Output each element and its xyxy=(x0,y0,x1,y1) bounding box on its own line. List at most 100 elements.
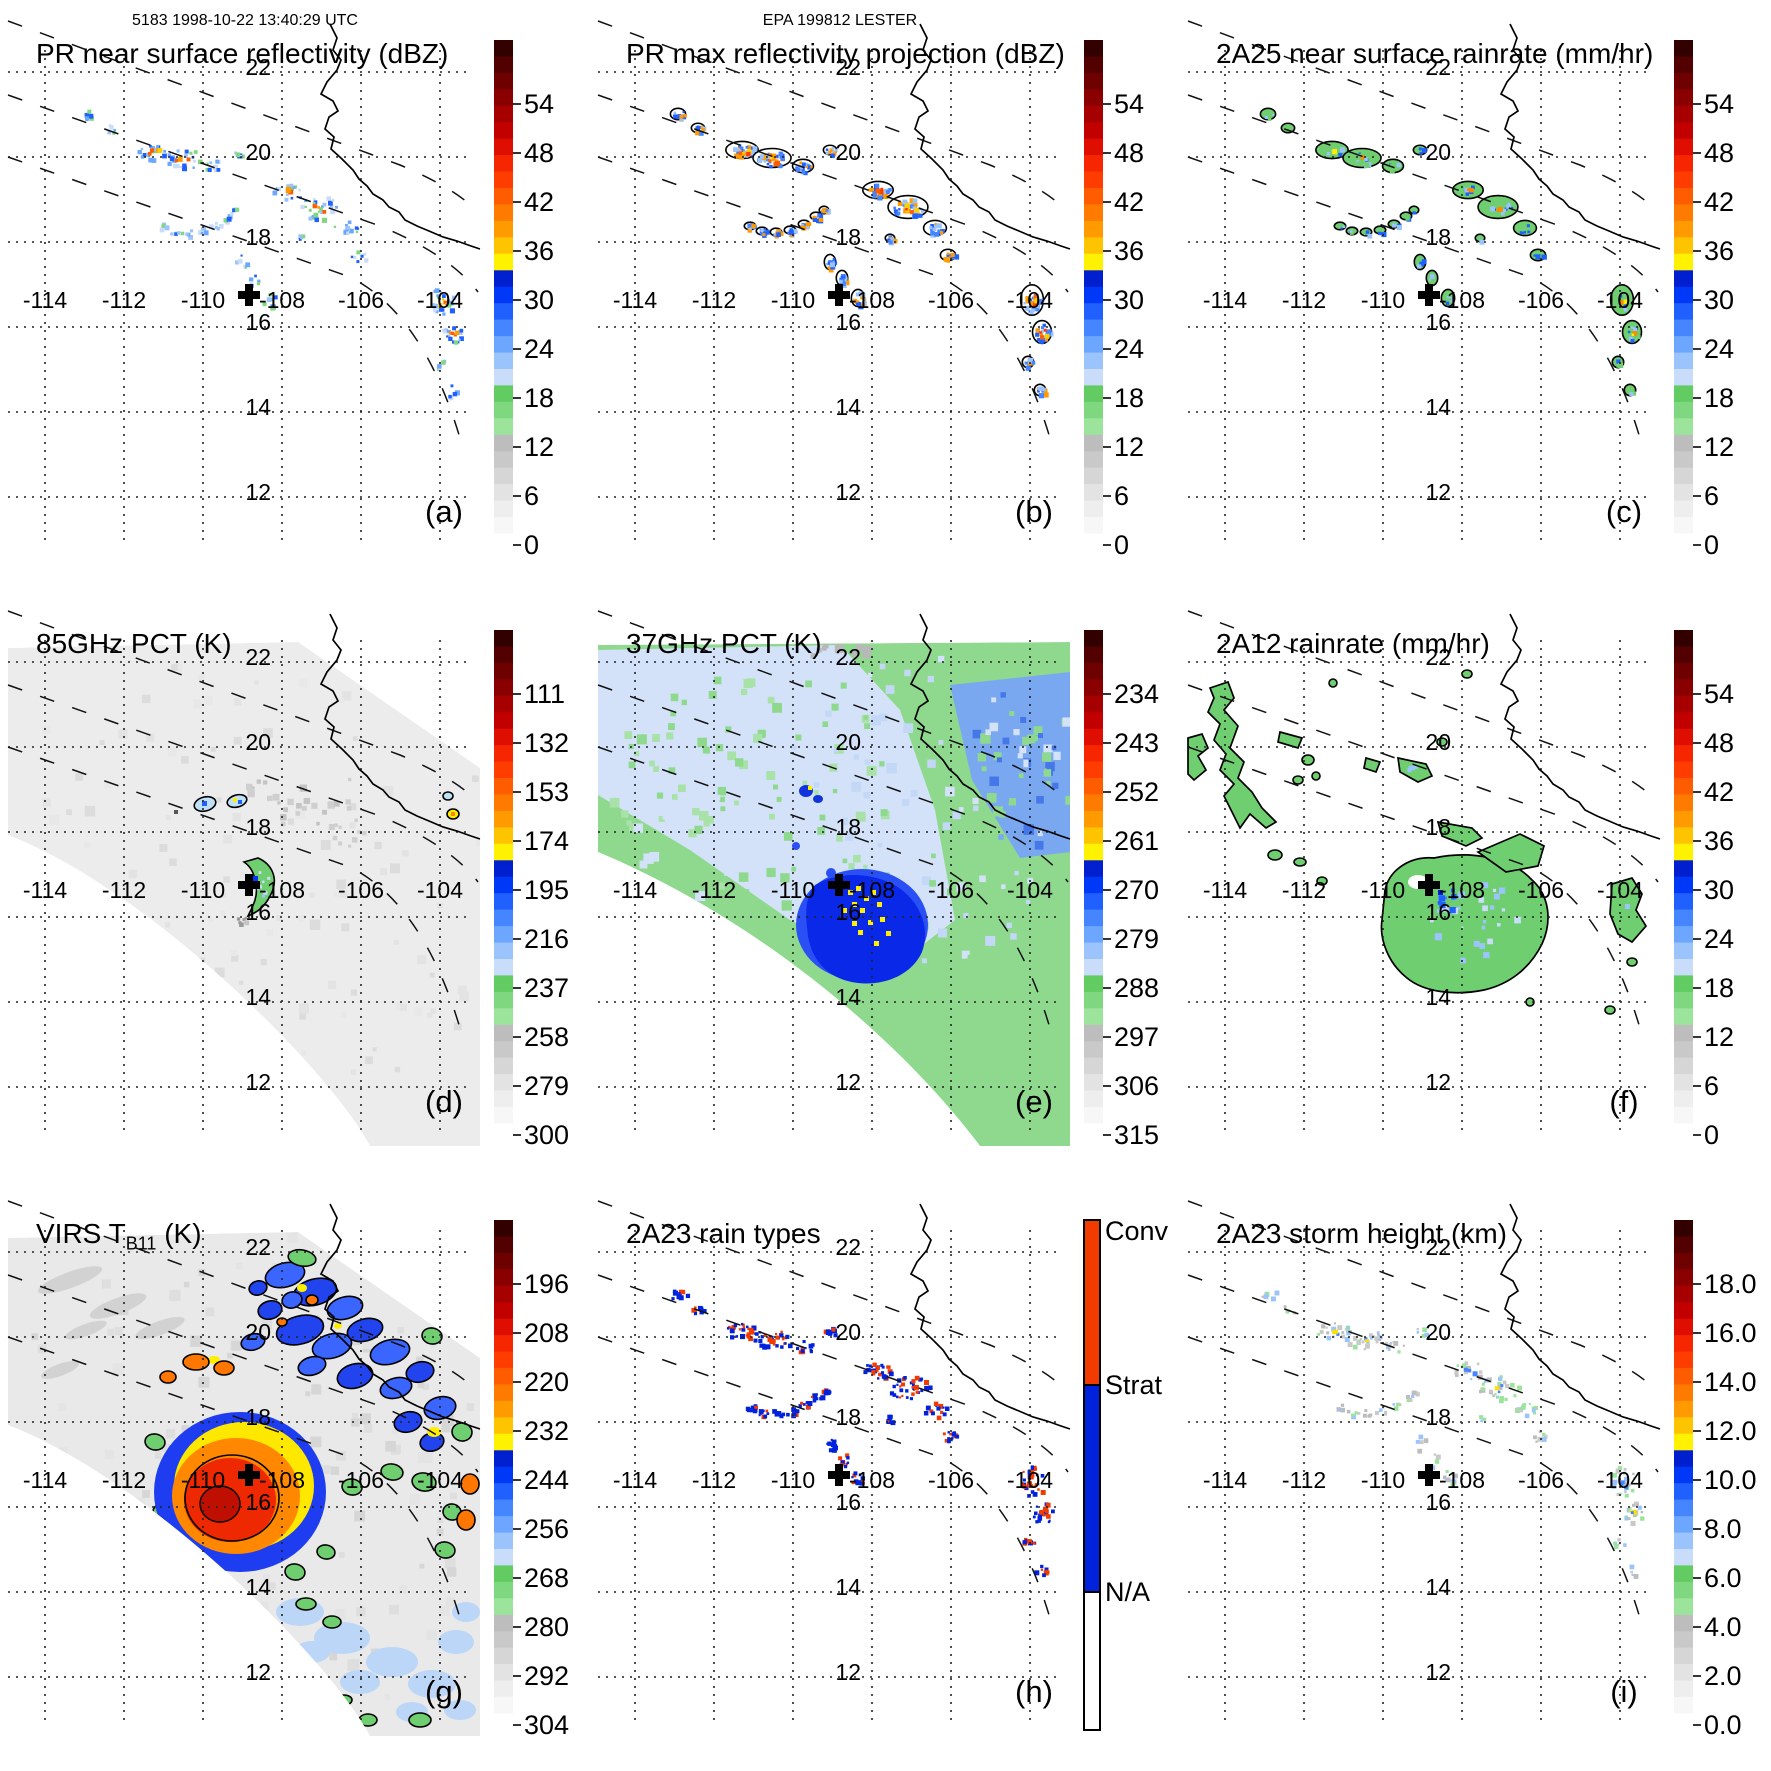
lat-label: 22 xyxy=(1425,1234,1451,1260)
cbar-tick-label: 16.0 xyxy=(1704,1318,1757,1348)
lat-label: 22 xyxy=(245,644,271,670)
cbar-tick-label: 10.0 xyxy=(1704,1465,1757,1495)
cbar-tick-label: 6 xyxy=(1114,481,1129,511)
map-plot-a: -114 -112 -110 -108 -106 -104 22 20 18 16 14 12 54 48… xyxy=(7,20,554,560)
lon-label: -104 xyxy=(417,1467,463,1493)
panel-h: -114 -112 -110 -108 -106 -104 22 20 18 16 14 12 Conv… xyxy=(590,1180,1180,1770)
cbar-tick-label: 24 xyxy=(1704,924,1734,954)
map-plot-b: -114 -112 -110 -108 -106 -104 22 20 18 16 14 12 54 48… xyxy=(597,20,1144,560)
map-plot-h: -114 -112 -110 -108 -106 -104 22 20 18 16 14 12 Conv… xyxy=(597,1200,1169,1731)
lon-label: -108 xyxy=(849,877,895,903)
panel-letter: (a) xyxy=(425,494,463,529)
lat-label: 22 xyxy=(835,1234,861,1260)
lat-label: 20 xyxy=(835,139,861,165)
lat-label: 20 xyxy=(1425,139,1451,165)
lon-label: -110 xyxy=(771,877,815,903)
lon-label: -108 xyxy=(259,1467,305,1493)
lon-label: -114 xyxy=(23,877,68,903)
lon-label: -108 xyxy=(849,287,895,313)
panel-c: -114 -112 -110 -108 -106 -104 22 20 18 16 14 12 54 48… xyxy=(1180,0,1770,590)
lon-label: -114 xyxy=(23,287,68,313)
panel-title: 2A23 storm height (km) xyxy=(1216,1218,1507,1249)
lat-label: 14 xyxy=(835,394,861,420)
lat-label: 22 xyxy=(1425,54,1451,80)
panel-title: 2A23 rain types xyxy=(626,1218,821,1249)
cbar-tick-label: 6 xyxy=(1704,481,1719,511)
lat-label: 12 xyxy=(1425,1069,1451,1095)
cbar-tick-label: 48 xyxy=(524,138,554,168)
cbar-tick-label: 18 xyxy=(524,383,554,413)
cbar-tick-label: 220 xyxy=(524,1367,569,1397)
lat-label: 18 xyxy=(1425,224,1451,250)
panel-a: -114 -112 -110 -108 -106 -104 22 20 18 16 14 12 54 48… xyxy=(0,0,590,590)
lon-label: -110 xyxy=(1361,1467,1405,1493)
lat-label: 14 xyxy=(835,984,861,1010)
cbar-category-label: N/A xyxy=(1105,1577,1150,1607)
cbar-tick-label: 234 xyxy=(1114,679,1159,709)
cbar-tick-label: 36 xyxy=(1704,236,1734,266)
lon-label: -110 xyxy=(181,287,225,313)
cbar-tick-label: 270 xyxy=(1114,875,1159,905)
panel-letter: (b) xyxy=(1015,494,1053,529)
swath-edge-lines xyxy=(597,1200,1069,1626)
lon-label: -110 xyxy=(771,1467,815,1493)
lon-label: -106 xyxy=(928,287,974,313)
cbar-tick-label: 54 xyxy=(1704,89,1734,119)
swath-edge-lines xyxy=(597,610,1069,1036)
lon-label: -104 xyxy=(417,877,463,903)
cbar-tick-label: 6 xyxy=(524,481,539,511)
panel-letter: (d) xyxy=(425,1084,463,1119)
cbar-tick-label: 54 xyxy=(524,89,554,119)
lat-label: 22 xyxy=(245,54,271,80)
lon-label: -112 xyxy=(102,1467,146,1493)
lon-label: -110 xyxy=(1361,287,1405,313)
lat-label: 14 xyxy=(245,984,271,1010)
rain-data xyxy=(1261,1290,1645,1579)
lat-label: 20 xyxy=(1425,729,1451,755)
lat-label: 18 xyxy=(1425,1404,1451,1430)
cbar-tick-label: 232 xyxy=(524,1416,569,1446)
map-plot-e: -114 -112 -110 -108 -106 -1042220181614122342… xyxy=(597,610,1159,1150)
grid-lines xyxy=(1188,50,1646,545)
swath-edge-lines xyxy=(1187,1200,1659,1626)
lon-label: -108 xyxy=(259,287,305,313)
lon-label: -106 xyxy=(1518,1467,1564,1493)
cbar-tick-label: 30 xyxy=(1114,285,1144,315)
pct37-data xyxy=(598,642,1070,1146)
cbar-category-label: Strat xyxy=(1105,1370,1163,1400)
cbar-tick-label: 153 xyxy=(524,777,569,807)
lon-label: -108 xyxy=(1439,287,1485,313)
lon-label: -114 xyxy=(613,1467,658,1493)
panel-letter: (h) xyxy=(1015,1674,1053,1709)
lat-label: 14 xyxy=(835,1574,861,1600)
cbar-tick-label: 256 xyxy=(524,1514,569,1544)
axis-labels: -114 -112 -110 -108 -106 -104 22 20 18 16 14 12 xyxy=(23,644,463,1095)
cbar-tick-label: 54 xyxy=(1114,89,1144,119)
coastline xyxy=(319,1203,481,1430)
colorbar: 54 48 42 36 30 24 18 12 6 0 xyxy=(1674,40,1734,560)
lon-label: -114 xyxy=(1203,877,1248,903)
cbar-tick-label: 14.0 xyxy=(1704,1367,1757,1397)
grid-lines xyxy=(598,50,1056,545)
storm-center-marker xyxy=(828,874,850,896)
lon-label: -112 xyxy=(102,287,146,313)
cbar-tick-label: 24 xyxy=(1704,334,1734,364)
lat-label: 16 xyxy=(1425,899,1451,925)
lon-label: -108 xyxy=(849,1467,895,1493)
lon-label: -114 xyxy=(613,287,658,313)
lat-label: 12 xyxy=(1425,479,1451,505)
cbar-tick-label: 54 xyxy=(1704,679,1734,709)
storm-center-marker xyxy=(1418,284,1440,306)
cbar-tick-label: 8.0 xyxy=(1704,1514,1742,1544)
cbar-tick-label: 243 xyxy=(1114,728,1159,758)
cbar-tick-label: 48 xyxy=(1114,138,1144,168)
lon-label: -112 xyxy=(692,1467,736,1493)
cbar-category xyxy=(1083,1219,1101,1386)
lon-label: -110 xyxy=(181,877,225,903)
lat-label: 18 xyxy=(835,224,861,250)
lon-label: -104 xyxy=(1597,1467,1643,1493)
axis-labels: -114 -112 -110 -108 -106 -104 22 20 18 16 14 12 xyxy=(613,1234,1053,1685)
cbar-tick-label: 174 xyxy=(524,826,569,856)
grid-lines xyxy=(1188,1230,1646,1725)
lat-label: 20 xyxy=(835,729,861,755)
